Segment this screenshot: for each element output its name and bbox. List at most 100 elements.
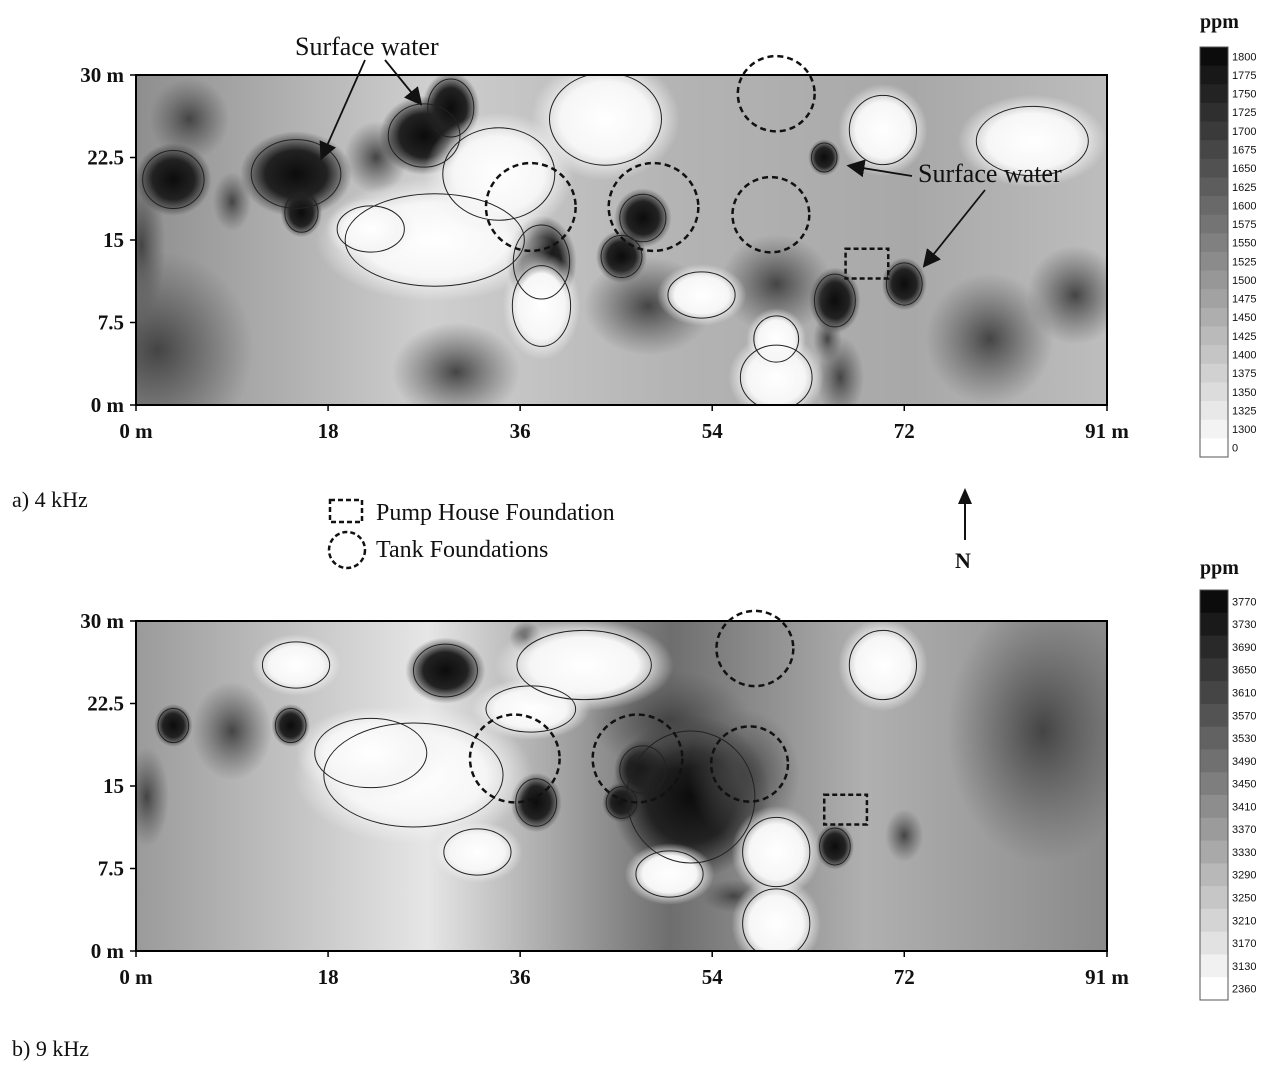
north-arrowhead-icon: [958, 488, 972, 504]
colorbar-swatch: [1200, 326, 1228, 346]
colorbar-tick-label: 3250: [1232, 893, 1256, 905]
contour-line: [813, 273, 856, 328]
panel-label: b) 9 kHz: [12, 1036, 89, 1061]
x-tick-label: 72: [894, 419, 915, 443]
pump-house-foundation-rect: [844, 247, 890, 280]
contour-line: [848, 94, 918, 166]
colorbar-swatch: [1200, 908, 1228, 933]
heatmap-blob: [405, 637, 486, 704]
tank-foundation-circle: [736, 54, 816, 133]
colorbar-swatch: [1200, 363, 1228, 383]
heatmap-blob: [136, 747, 170, 847]
colorbar-tick-label: 1575: [1232, 219, 1256, 231]
contour-line: [810, 142, 838, 173]
contour-line: [515, 778, 558, 827]
contour-line: [443, 828, 512, 876]
contour-line: [387, 103, 461, 168]
colorbar-tick-label: 3610: [1232, 688, 1256, 700]
colorbar-swatch: [1200, 177, 1228, 197]
x-tick-label: 36: [510, 965, 531, 989]
colorbar-tick-label: 1450: [1232, 312, 1256, 324]
heatmap-field: [136, 75, 1107, 405]
contour-line: [742, 816, 811, 888]
heatmap-blob: [271, 704, 310, 747]
heatmap-light-region: [424, 112, 574, 236]
contour-line: [261, 641, 331, 689]
y-tick-label: 7.5: [98, 311, 124, 335]
colorbar-swatch: [1200, 158, 1228, 178]
contour-line: [885, 262, 923, 306]
colorbar-swatch: [1200, 121, 1228, 141]
y-tick-label: 22.5: [87, 692, 124, 716]
colorbar-swatch: [1200, 345, 1228, 365]
colorbar-tick-label: 1600: [1232, 200, 1256, 212]
colorbar-swatch: [1200, 954, 1228, 978]
colorbar-tick-label: 1775: [1232, 70, 1256, 82]
contour-line: [274, 707, 307, 744]
heatmap-light-region: [325, 198, 416, 260]
heatmap-blob: [946, 621, 1107, 863]
contour-line: [427, 78, 475, 138]
pump-house-legend-symbol: [328, 498, 364, 524]
contour-line: [742, 888, 811, 951]
heatmap-panel-4khz: 0 m 18 36 54 72 91 m 0 m 7.5 15 22.5 30 m Surface …: [12, 11, 1256, 512]
contour-line: [516, 629, 652, 701]
contour-line: [819, 827, 851, 866]
colorbar: 3770 3730 3690 3650 3610 3570 3530 3490 3450 3410…: [1199, 557, 1256, 1001]
colorbar-tick-label: 3370: [1232, 824, 1256, 836]
colorbar-swatch: [1200, 658, 1228, 682]
colorbar-tick-label: 1325: [1232, 405, 1256, 417]
heatmap-light-region: [838, 83, 928, 177]
heatmap-blob: [1026, 245, 1107, 345]
colorbar-tick-label: 1725: [1232, 107, 1256, 119]
colorbar-tick-label: 1350: [1232, 387, 1256, 399]
heatmap-light-region: [731, 877, 822, 951]
heatmap-blob: [815, 823, 855, 870]
contour-line: [975, 105, 1089, 177]
annotation-arrow: [846, 159, 913, 178]
contour-line: [848, 629, 918, 701]
colorbar-swatch: [1200, 590, 1228, 614]
contour-line: [412, 643, 478, 698]
heatmap-blob: [212, 171, 252, 232]
panel-label: a) 4 kHz: [12, 487, 88, 512]
annotation-arrow: [922, 189, 986, 268]
colorbar-frame: [1199, 46, 1229, 458]
contour-line: [314, 717, 428, 789]
heatmap-light-region: [494, 621, 674, 712]
colorbar-tick-label: 3170: [1232, 938, 1256, 950]
contour-line: [635, 850, 704, 898]
pump-house-foundation-rect: [822, 793, 869, 826]
contour-line: [739, 344, 813, 405]
colorbar: 1800 1775 1750 1725 1700 1675 1650 1625 1600 1575…: [1199, 11, 1256, 458]
x-tick-label: 0 m: [119, 965, 153, 989]
colorbar-tick-label: 1375: [1232, 368, 1256, 380]
legend: Pump House Foundation Tank Foundations: [327, 498, 615, 570]
heatmap-light-region: [624, 843, 715, 905]
contour-line: [323, 722, 504, 828]
heatmap-blob: [885, 809, 924, 862]
colorbar-tick-label: 3290: [1232, 870, 1256, 882]
contour-line: [336, 205, 405, 253]
contour-line: [619, 745, 667, 794]
colorbar-tick-label: 1425: [1232, 331, 1256, 343]
heatmap-blob: [816, 336, 865, 405]
colorbar-unit-label: ppm: [1200, 11, 1239, 33]
contour-line: [511, 265, 572, 347]
y-tick-label: 22.5: [87, 146, 124, 170]
colorbar-swatch: [1200, 703, 1228, 728]
contour-line: [753, 315, 800, 363]
north-label: N: [955, 548, 971, 573]
heatmap-light-region: [838, 621, 928, 712]
colorbar-tick-label: 1300: [1232, 424, 1256, 436]
heatmap-light-region: [731, 805, 822, 899]
x-tick-label: 36: [510, 419, 531, 443]
colorbar-swatch: [1200, 196, 1228, 216]
x-tick-label: 54: [702, 965, 724, 989]
colorbar-tick-label: 0: [1232, 443, 1238, 455]
colorbar-swatch: [1200, 772, 1228, 796]
colorbar-tick-label: 3530: [1232, 733, 1256, 745]
colorbar-tick-label: 1625: [1232, 182, 1256, 194]
colorbar-swatch: [1200, 886, 1228, 910]
